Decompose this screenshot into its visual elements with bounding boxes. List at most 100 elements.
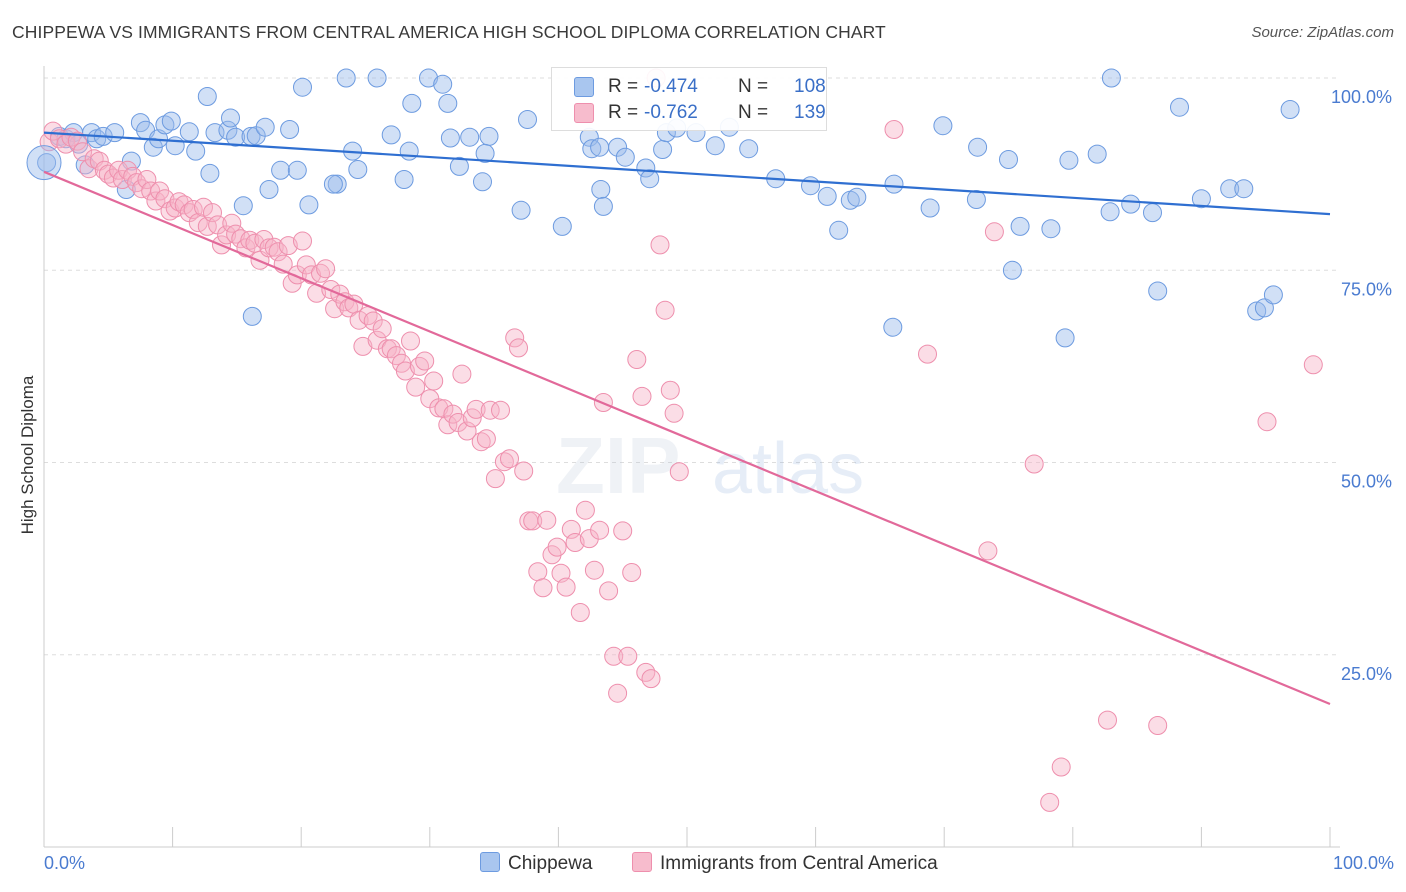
data-point: [984, 222, 1004, 242]
data-point: [429, 398, 449, 418]
data-point: [73, 142, 93, 162]
data-point: [570, 603, 590, 622]
data-point: [491, 400, 510, 420]
correlation-legend: R = -0.474 N = 108 R = -0.762 N = 139: [551, 67, 827, 131]
data-point: [440, 128, 460, 148]
data-point: [884, 174, 904, 194]
data-point: [1280, 100, 1300, 119]
data-point: [349, 310, 369, 330]
data-point: [547, 537, 567, 557]
data-point: [221, 108, 240, 128]
y-tick-label: 75.0%: [1341, 279, 1392, 299]
data-point: [1087, 144, 1107, 164]
data-point: [618, 646, 638, 666]
data-point: [271, 160, 291, 180]
trend-line-immigrants: [43, 170, 1331, 705]
data-point: [415, 351, 435, 371]
gridlines: [44, 77, 1340, 656]
data-point: [259, 238, 279, 258]
data-point: [438, 93, 458, 113]
data-point: [608, 683, 628, 703]
data-point: [1101, 68, 1121, 88]
data-point: [622, 563, 642, 582]
data-point: [466, 399, 486, 419]
data-point: [200, 163, 220, 183]
data-point: [575, 500, 595, 520]
data-point: [449, 156, 469, 176]
data-point: [615, 147, 635, 167]
legend-n-label: N =: [738, 76, 769, 97]
data-point: [590, 137, 610, 157]
data-point: [98, 164, 118, 184]
data-point: [43, 121, 63, 141]
data-point: [372, 319, 392, 339]
data-point: [505, 328, 525, 348]
data-point: [1191, 189, 1211, 209]
data-point: [79, 159, 99, 179]
data-point: [523, 511, 543, 531]
data-point: [268, 242, 288, 262]
trend-lines: [43, 131, 1331, 705]
series-immigrants: [39, 68, 1323, 812]
data-point: [218, 120, 238, 140]
data-point: [381, 125, 401, 145]
data-point: [1143, 203, 1162, 223]
data-point: [348, 160, 368, 179]
legend-swatch-chippewa: [574, 77, 594, 97]
data-point: [475, 143, 495, 163]
chart-title: CHIPPEWA VS IMMIGRANTS FROM CENTRAL AMER…: [12, 22, 886, 42]
data-point: [255, 117, 275, 137]
legend-r-label: R =: [608, 102, 639, 123]
data-point: [933, 116, 953, 136]
data-point: [165, 136, 185, 156]
data-point: [287, 160, 307, 180]
data-point: [222, 213, 242, 233]
data-point: [460, 127, 480, 147]
data-point: [1121, 194, 1141, 214]
data-point: [653, 140, 673, 159]
data-point: [89, 151, 109, 171]
data-point: [1254, 298, 1274, 318]
bottom-legend-label-immigrants: Immigrants from Central America: [660, 853, 938, 874]
data-point: [485, 469, 505, 489]
bottom-legend-immigrants: Immigrants from Central America: [632, 852, 938, 876]
data-point: [1051, 757, 1071, 777]
axes: [43, 66, 1340, 848]
data-point: [1055, 328, 1075, 348]
data-point: [669, 462, 689, 482]
y-tick-label: 100.0%: [1331, 87, 1392, 107]
data-point: [121, 151, 141, 171]
data-point: [240, 230, 260, 250]
bottom-legend-swatch-chippewa: [480, 852, 500, 872]
data-point: [999, 150, 1018, 169]
data-point: [37, 153, 57, 173]
y-tick-label: 50.0%: [1341, 472, 1392, 492]
data-point: [233, 196, 253, 216]
data-point: [632, 386, 652, 406]
bottom-legend-label-chippewa: Chippewa: [508, 853, 593, 874]
data-point: [1148, 716, 1168, 735]
data-point: [1059, 150, 1079, 170]
data-point: [293, 77, 312, 97]
data-point: [401, 331, 420, 351]
data-point: [511, 200, 531, 220]
data-point: [424, 371, 444, 391]
data-point: [186, 141, 206, 161]
data-point: [579, 529, 599, 549]
legend-n-label: N =: [738, 102, 769, 123]
data-point: [1247, 301, 1267, 321]
series-chippewa: [37, 68, 1300, 348]
data-point: [636, 158, 656, 178]
y-tick-label: 25.0%: [1341, 664, 1392, 684]
data-point: [705, 136, 725, 156]
data-point: [533, 578, 553, 598]
data-point: [500, 449, 519, 469]
data-point: [353, 336, 373, 356]
data-point: [325, 299, 345, 319]
data-point: [1010, 216, 1030, 236]
data-point: [627, 350, 647, 369]
data-point: [402, 93, 422, 113]
data-point: [67, 131, 87, 151]
watermark-atlas: atlas: [712, 429, 864, 509]
data-point: [552, 216, 572, 236]
